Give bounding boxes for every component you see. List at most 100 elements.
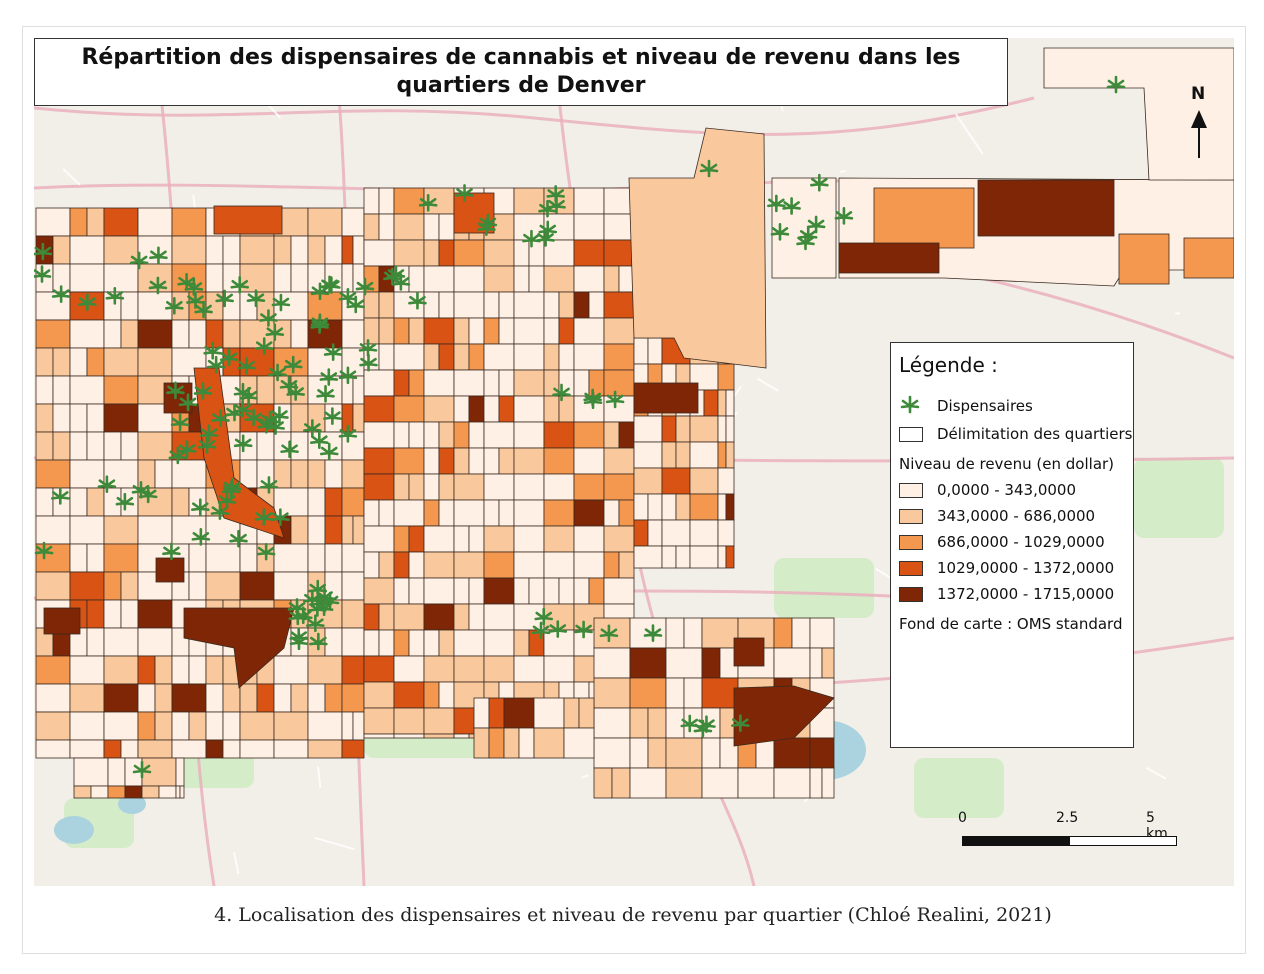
tract: [120, 291, 139, 321]
tract: [408, 369, 425, 397]
tract: [69, 459, 105, 489]
tract: [603, 447, 635, 475]
tract: [256, 375, 275, 405]
tract: [393, 681, 425, 709]
tract: [86, 627, 105, 657]
tract: [725, 389, 735, 417]
tract: [633, 441, 663, 469]
tract: [324, 235, 343, 265]
tract: [307, 683, 326, 713]
tract: [120, 571, 139, 601]
tract: [423, 681, 440, 709]
tract: [188, 487, 207, 517]
tract: [352, 711, 365, 741]
street: [840, 169, 846, 173]
tract: [341, 207, 365, 237]
tract: [503, 697, 535, 729]
tract: [239, 291, 258, 321]
tract: [273, 291, 309, 321]
map-canvas[interactable]: Répartition des dispensaires de cannabis…: [34, 38, 1234, 886]
tract: [453, 239, 485, 267]
tract: [773, 767, 811, 799]
tract: [188, 655, 207, 685]
tract: [453, 473, 485, 501]
tract: [588, 291, 605, 319]
tract: [468, 447, 485, 475]
tract: [103, 571, 122, 601]
tract: [393, 187, 425, 215]
tract: [393, 447, 425, 475]
tract: [155, 557, 185, 583]
tract: [69, 431, 88, 461]
tract: [675, 441, 691, 469]
tract: [205, 711, 224, 741]
tract: [69, 543, 88, 573]
tract: [363, 187, 380, 215]
tract: [90, 785, 109, 799]
tract: [683, 617, 703, 649]
tract: [873, 187, 975, 249]
tract: [378, 629, 395, 657]
legend-dispensaries-label: Dispensaires: [937, 397, 1033, 415]
tract: [378, 291, 395, 319]
tract: [103, 515, 139, 545]
tract: [52, 403, 71, 433]
tract: [171, 683, 207, 713]
tract: [120, 739, 139, 759]
tract: [103, 319, 122, 349]
tract: [69, 347, 88, 377]
tract: [483, 421, 515, 449]
tract: [665, 767, 703, 799]
tract: [52, 375, 71, 405]
tract: [120, 599, 139, 629]
tract: [543, 395, 560, 423]
tract: [573, 421, 605, 449]
tract: [558, 343, 575, 371]
tract: [393, 733, 425, 739]
tract: [717, 519, 735, 547]
tract: [137, 711, 156, 741]
tract: [513, 447, 545, 475]
tract: [393, 317, 410, 345]
tract: [543, 369, 560, 397]
tract: [239, 571, 275, 601]
park-area: [1134, 458, 1224, 538]
tract: [423, 265, 455, 293]
tract: [205, 571, 241, 601]
tract: [558, 317, 575, 345]
tract: [689, 467, 719, 495]
tract: [423, 707, 455, 735]
tract: [438, 629, 455, 657]
tract: [103, 207, 139, 237]
tract: [661, 519, 691, 547]
tract: [513, 577, 530, 605]
class-swatch-2: [899, 508, 923, 524]
tract: [69, 263, 105, 293]
tract: [423, 291, 440, 319]
tract: [324, 487, 343, 517]
tract: [717, 467, 735, 495]
tract: [603, 213, 635, 241]
legend-class-label: 343,0000 - 686,0000: [937, 507, 1096, 525]
tract: [647, 737, 667, 769]
tract: [35, 207, 71, 237]
tract: [120, 319, 139, 349]
tract: [603, 395, 635, 423]
tract: [35, 347, 54, 377]
tract: [468, 343, 485, 371]
tract: [137, 431, 173, 461]
cannabis-leaf-icon: [899, 395, 923, 417]
legend-class-4: 1029,0000 - 1372,0000: [899, 559, 1114, 577]
street: [581, 774, 589, 779]
legend-basemap: Fond de carte : OMS standard: [899, 615, 1123, 633]
tract: [341, 711, 354, 741]
tract: [543, 343, 560, 371]
tract: [717, 441, 727, 469]
tract: [273, 263, 292, 293]
tract: [423, 473, 440, 501]
tract: [103, 627, 139, 657]
tract: [689, 493, 719, 521]
tract: [35, 515, 71, 545]
tract: [543, 447, 575, 475]
tract: [137, 683, 156, 713]
